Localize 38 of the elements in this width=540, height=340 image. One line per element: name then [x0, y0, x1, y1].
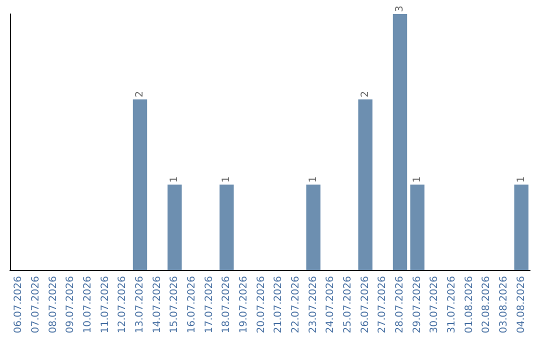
x-tick-label: 30.07.2026: [429, 276, 440, 334]
x-tick-label: 06.07.2026: [13, 276, 24, 334]
data-label: 1: [308, 176, 319, 183]
x-tick-label: 21.07.2026: [273, 276, 284, 334]
x-tick-label: 08.07.2026: [48, 276, 59, 334]
data-label: 2: [134, 90, 146, 98]
x-tick-label: 03.08.2026: [498, 276, 510, 334]
x-tick-label: 09.07.2026: [65, 276, 76, 334]
x-tick-label: 27.07.2026: [377, 276, 388, 334]
data-label: 3: [394, 6, 406, 12]
x-tick-label: 29.07.2026: [412, 276, 423, 334]
x-tick-label: 22.07.2026: [290, 276, 302, 334]
x-tick-label: 04.08.2026: [516, 276, 527, 334]
x-tick-label: 02.08.2026: [481, 276, 492, 334]
x-tick-label: 23.07.2026: [308, 276, 319, 334]
data-label: 1: [169, 176, 180, 183]
x-tick-label: 10.07.2026: [82, 276, 94, 334]
x-tick-label: 31.07.2026: [446, 276, 458, 334]
data-label: 1: [516, 176, 527, 183]
x-tick-label: 18.07.2026: [221, 276, 232, 334]
x-tick-label: 01.08.2026: [464, 276, 475, 334]
x-tick-label: 12.07.2026: [117, 276, 128, 334]
x-tick-label: 16.07.2026: [186, 276, 198, 334]
x-tick-label: 25.07.2026: [342, 276, 354, 334]
data-label: 1: [221, 176, 232, 183]
x-tick-label: 20.07.2026: [256, 276, 267, 334]
data-label: 1: [412, 176, 423, 183]
x-tick-label: 17.07.2026: [204, 276, 215, 334]
x-tick-label: 26.07.2026: [360, 276, 371, 334]
x-tick-label: 19.07.2026: [238, 276, 250, 334]
x-tick-label: 15.07.2026: [169, 276, 180, 334]
x-tick-label: 14.07.2026: [152, 276, 163, 334]
x-tick-label: 24.07.2026: [325, 276, 336, 334]
x-tick-label: 11.07.2026: [100, 276, 111, 334]
data-label: 2: [360, 90, 371, 98]
x-tick-label: 13.07.2026: [134, 276, 146, 334]
x-tick-label: 07.07.2026: [30, 276, 42, 334]
x-tick-label: 28.07.2026: [394, 276, 406, 334]
